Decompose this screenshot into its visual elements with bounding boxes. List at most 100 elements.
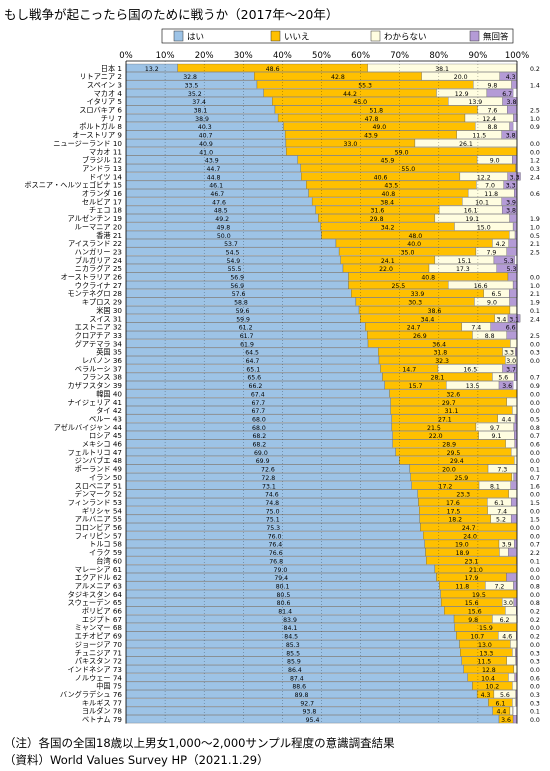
bar-segment bbox=[509, 289, 518, 298]
data-label: 18.9 bbox=[456, 550, 470, 557]
data-label: 46.7 bbox=[210, 191, 224, 198]
data-label: 7.6 bbox=[487, 108, 497, 115]
category-label: ペルー 43 bbox=[89, 414, 122, 423]
data-label: 12.4 bbox=[482, 116, 496, 123]
bar-segment bbox=[512, 715, 517, 724]
data-label: 15.1 bbox=[458, 258, 472, 265]
data-label: 27.1 bbox=[438, 416, 452, 423]
data-label: 61.9 bbox=[240, 341, 254, 348]
data-label: 3.0 bbox=[506, 358, 516, 365]
right-value-label: 0.6 bbox=[530, 191, 540, 198]
category-label: ハンガリー 23 bbox=[75, 247, 122, 256]
category-label: フィンランド 53 bbox=[68, 498, 122, 507]
x-tick-label: 80% bbox=[429, 51, 448, 61]
category-label: チェコ 18 bbox=[89, 206, 122, 215]
data-label: 3.3 bbox=[504, 350, 514, 357]
data-label: 6.6 bbox=[506, 325, 516, 332]
data-label: 69.0 bbox=[254, 450, 268, 457]
legend-label: いいえ bbox=[284, 33, 310, 43]
category-label: スロベニア 51 bbox=[75, 481, 122, 490]
data-label: 48.6 bbox=[266, 66, 280, 73]
source-note: （資料）World Values Survey HP（2021.1.29） bbox=[4, 753, 269, 767]
right-value-label: 0.0 bbox=[530, 667, 540, 674]
bar-segment bbox=[493, 255, 515, 264]
x-tick-label: 90% bbox=[468, 51, 487, 61]
data-label: 44.7 bbox=[206, 166, 220, 173]
category-label: インドネシア 73 bbox=[67, 665, 122, 674]
category-label: ルーマニア 20 bbox=[75, 222, 123, 231]
data-label: 24.7 bbox=[462, 525, 476, 532]
data-label: 84.1 bbox=[284, 625, 298, 632]
data-label: 16.6 bbox=[474, 283, 488, 290]
category-label: アイスランド 22 bbox=[68, 239, 122, 248]
bar-segment bbox=[498, 381, 514, 390]
category-label: トルコ 58 bbox=[89, 540, 122, 549]
data-label: 48.0 bbox=[408, 233, 422, 240]
right-value-label: 0.0 bbox=[530, 492, 540, 499]
category-label: キルギス 77 bbox=[82, 698, 122, 707]
bar-segment bbox=[512, 681, 518, 690]
bar-segment bbox=[515, 347, 517, 356]
category-label: ベトナム 79 bbox=[82, 715, 122, 724]
category-label: オーストラリア 26 bbox=[61, 273, 123, 282]
data-label: 80.1 bbox=[276, 583, 290, 590]
right-value-label: 1.5 bbox=[530, 500, 540, 507]
bar-segment bbox=[508, 548, 518, 557]
category-label: チュニジア 71 bbox=[75, 648, 122, 657]
category-label: パキスタン 72 bbox=[75, 657, 122, 666]
data-label: 3.1 bbox=[509, 316, 519, 323]
category-label: モンテネグロ 28 bbox=[67, 289, 122, 298]
category-label: ジンバブエ 48 bbox=[75, 456, 123, 465]
right-value-label: 2.5 bbox=[530, 108, 540, 115]
right-value-label: 0.1 bbox=[530, 308, 540, 315]
category-label: ジョージア 70 bbox=[75, 640, 123, 649]
data-label: 49.8 bbox=[216, 224, 230, 231]
data-label: 49.0 bbox=[372, 124, 386, 131]
data-label: 38.1 bbox=[435, 66, 449, 73]
category-label: スイス 31 bbox=[89, 314, 122, 323]
bar-segment bbox=[506, 331, 517, 340]
x-tick-label: 30% bbox=[234, 51, 253, 61]
bar-segment bbox=[513, 665, 518, 674]
bar-segment bbox=[506, 397, 518, 406]
x-tick-label: 50% bbox=[312, 51, 331, 61]
data-label: 5.6 bbox=[498, 375, 508, 382]
bar-segment bbox=[486, 88, 514, 97]
legend-swatch bbox=[370, 30, 381, 42]
data-label: 40.3 bbox=[198, 124, 212, 131]
data-label: 24.1 bbox=[381, 258, 395, 265]
right-value-label: 1.2 bbox=[530, 158, 540, 165]
bar-segment bbox=[512, 155, 518, 164]
category-label: ノルウェー 74 bbox=[75, 673, 123, 682]
data-label: 19.0 bbox=[455, 542, 469, 549]
data-label: 13.0 bbox=[478, 642, 492, 649]
right-value-label: 0.7 bbox=[530, 375, 540, 382]
data-label: 29.8 bbox=[370, 216, 384, 223]
right-value-label: 0.0 bbox=[530, 341, 540, 348]
data-label: 13.5 bbox=[466, 383, 480, 390]
data-label: 11.5 bbox=[477, 659, 491, 666]
data-label: 8.8 bbox=[485, 333, 495, 340]
data-label: 47.6 bbox=[212, 199, 226, 206]
data-label: 42.8 bbox=[331, 74, 345, 81]
data-label: 49.2 bbox=[215, 216, 229, 223]
data-label: 6.5 bbox=[492, 291, 502, 298]
x-tick-label: 20% bbox=[195, 51, 214, 61]
bar-segment bbox=[510, 514, 518, 523]
right-value-label: 0.0 bbox=[530, 391, 540, 398]
bar-segment bbox=[513, 422, 518, 431]
right-value-label: 2.2 bbox=[530, 550, 540, 557]
category-label: グアテマラ 34 bbox=[75, 339, 123, 348]
data-label: 31.6 bbox=[371, 208, 385, 215]
data-label: 6.1 bbox=[495, 700, 505, 707]
data-label: 6.2 bbox=[500, 617, 510, 624]
data-label: 38.6 bbox=[428, 308, 442, 315]
right-value-label: 0.7 bbox=[530, 475, 540, 482]
category-label: ミャンマー 68 bbox=[75, 623, 123, 632]
data-label: 32.8 bbox=[183, 74, 197, 81]
data-label: 4.4 bbox=[502, 416, 512, 423]
data-label: 55.0 bbox=[401, 166, 415, 173]
data-label: 11.5 bbox=[472, 133, 486, 140]
data-label: 34.2 bbox=[381, 224, 395, 231]
